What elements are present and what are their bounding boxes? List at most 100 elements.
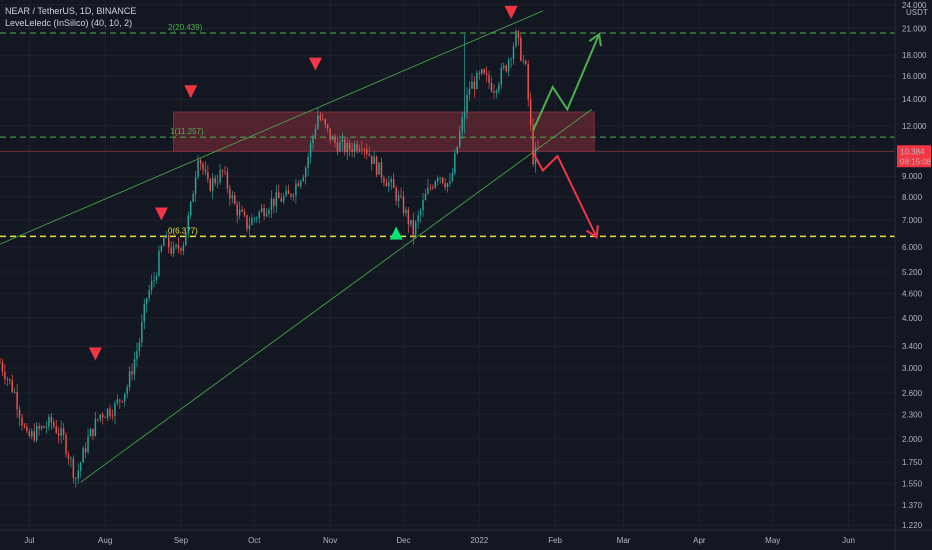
candle-body: [485, 73, 488, 75]
candle-body: [158, 251, 160, 276]
time-axis-label: Apr: [693, 536, 706, 545]
candle-body: [375, 156, 378, 175]
candle-body: [510, 58, 512, 60]
candle-body: [224, 171, 226, 172]
price-axis-label: 2.300: [902, 410, 923, 419]
time-axis-label: Feb: [548, 536, 562, 545]
candle-body: [97, 419, 99, 420]
last-price-countdown: 08:15:08: [900, 157, 932, 166]
candle-body: [307, 157, 309, 169]
candle-body: [87, 436, 89, 453]
candle-body: [82, 448, 84, 463]
candle-body: [517, 31, 520, 38]
candle-body: [292, 195, 295, 197]
candle-body: [190, 201, 192, 216]
candle-body: [13, 392, 16, 393]
candle-body: [520, 37, 522, 61]
level-label-1: 1(11.257): [170, 127, 204, 136]
candle-body: [194, 177, 197, 195]
candle-body: [422, 200, 424, 211]
price-axis-label: 6.000: [902, 243, 923, 252]
price-axis-label: 2.600: [902, 389, 923, 398]
candle-body: [214, 178, 216, 183]
channel-upper-line: [0, 10, 544, 245]
candle-body: [368, 153, 370, 156]
candle-body: [26, 426, 28, 432]
candle-body: [287, 190, 290, 194]
candle-body: [351, 149, 353, 152]
projection-bear-arrowhead: [586, 225, 599, 239]
candle-body: [505, 65, 507, 72]
candle-body: [55, 426, 57, 434]
candle-body: [388, 181, 390, 187]
candle-body: [92, 428, 94, 436]
candle-body: [370, 155, 373, 165]
candle-body: [150, 281, 153, 291]
candle-body: [407, 209, 410, 225]
candle-body: [60, 428, 62, 436]
candle-body: [123, 393, 126, 402]
candle-body: [204, 169, 207, 172]
time-axis-label: Jul: [24, 536, 34, 545]
time-axis-label: Jun: [842, 536, 855, 545]
candle-body: [309, 143, 312, 158]
candle-body: [458, 131, 461, 147]
price-axis-label: 24.000: [902, 1, 927, 10]
candle-body: [131, 371, 133, 375]
candle-body: [136, 350, 138, 360]
candle-body: [260, 208, 263, 212]
candle-body: [45, 426, 48, 428]
candle-body: [436, 177, 439, 182]
candle-body: [471, 81, 473, 89]
candle-body: [263, 208, 265, 217]
signal-marker-down-1: [154, 207, 168, 221]
candle-body: [532, 124, 534, 165]
candle-body: [473, 81, 476, 90]
candle-body: [48, 416, 50, 427]
candle-body: [385, 182, 388, 187]
candle-body: [53, 422, 55, 427]
candle-body: [89, 428, 92, 437]
indicator-title[interactable]: LeveLeledc (InSilico) (40, 10, 2): [5, 18, 133, 28]
candle-body: [43, 426, 45, 428]
candle-body: [334, 137, 336, 143]
candle-body: [153, 279, 155, 282]
candle-body: [348, 143, 351, 150]
price-axis-label: 12.000: [902, 122, 927, 131]
level-label-2: 0(6.377): [168, 226, 198, 235]
candle-body: [331, 137, 334, 141]
symbol-title[interactable]: NEAR / TetherUS, 1D, BINANCE: [5, 6, 137, 16]
candle-body: [285, 190, 287, 197]
last-price-value: 10.384: [900, 147, 925, 156]
candle-body: [503, 65, 505, 68]
candle-body: [256, 218, 258, 220]
candle-body: [114, 403, 116, 417]
candle-body: [67, 454, 70, 459]
candle-body: [33, 431, 35, 441]
candle-body: [258, 211, 260, 219]
candle-body: [395, 187, 397, 201]
candle-body: [522, 60, 525, 62]
candle-body: [290, 193, 292, 197]
candle-body: [456, 146, 459, 154]
candle-body: [38, 426, 40, 429]
candle-body: [57, 433, 60, 436]
candle-body: [527, 63, 529, 100]
candle-body: [297, 183, 300, 187]
projection-bear-line: [532, 152, 598, 238]
time-axis-label: Mar: [617, 536, 631, 545]
candle-body: [312, 136, 314, 144]
candle-body: [341, 139, 344, 143]
candle-body: [241, 209, 243, 212]
candle-body: [319, 115, 322, 120]
candle-body: [243, 211, 246, 216]
candle-body: [175, 244, 177, 247]
candle-body: [28, 431, 31, 437]
candle-body: [424, 193, 427, 201]
candle-body: [221, 170, 224, 172]
candle-body: [251, 218, 253, 226]
candle-body: [165, 235, 168, 239]
price-axis-label: 1.220: [902, 521, 923, 530]
candle-body: [50, 416, 53, 423]
